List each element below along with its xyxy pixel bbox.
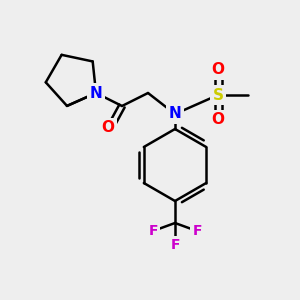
Text: O: O (101, 121, 115, 136)
Text: O: O (212, 112, 224, 128)
Text: F: F (148, 224, 158, 238)
Text: O: O (212, 62, 224, 77)
Text: F: F (170, 238, 180, 252)
Text: N: N (169, 106, 182, 122)
Text: S: S (212, 88, 224, 103)
Text: F: F (192, 224, 202, 238)
Text: N: N (90, 85, 102, 100)
